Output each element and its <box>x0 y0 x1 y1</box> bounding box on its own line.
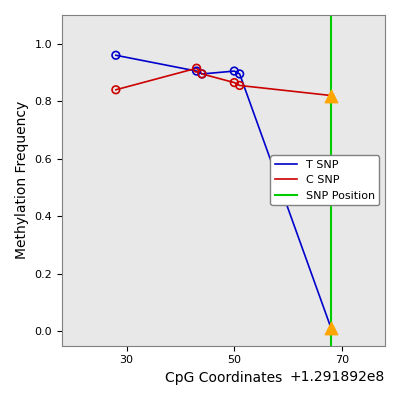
Point <box>193 68 200 74</box>
Point <box>236 71 243 77</box>
Y-axis label: Methylation Frequency: Methylation Frequency <box>15 101 29 260</box>
Point <box>113 86 119 93</box>
Point <box>193 65 200 72</box>
Point <box>113 52 119 58</box>
X-axis label: CpG Coordinates: CpG Coordinates <box>165 371 282 385</box>
Point <box>328 325 334 332</box>
Point <box>236 82 243 89</box>
Legend: T SNP, C SNP, SNP Position: T SNP, C SNP, SNP Position <box>270 155 380 205</box>
Point <box>199 71 205 77</box>
Point <box>199 71 205 77</box>
Point <box>328 92 334 99</box>
Point <box>231 79 238 86</box>
Point <box>231 68 238 74</box>
